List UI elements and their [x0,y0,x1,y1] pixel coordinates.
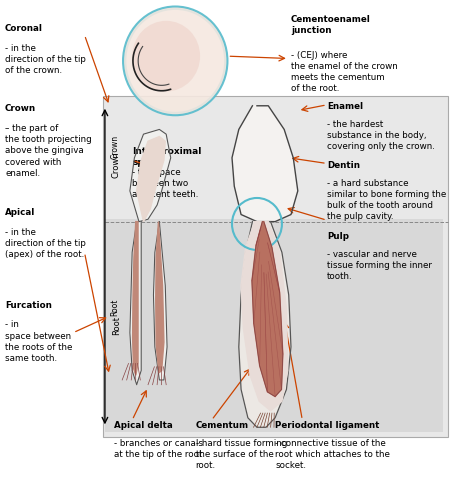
Polygon shape [232,107,298,222]
Text: Root: Root [112,315,121,334]
Polygon shape [239,222,291,427]
Polygon shape [241,222,288,411]
Text: - the space
between two
adjacent teeth.: - the space between two adjacent teeth. [132,168,199,199]
Text: Root: Root [110,299,119,316]
Text: Interproximal
space: Interproximal space [132,147,201,167]
Text: - in the
direction of the tip
(apex) of the root.: - in the direction of the tip (apex) of … [5,228,86,259]
Text: Crown: Crown [110,134,119,159]
Text: - (CEJ) where
the enamel of the crown
meets the cementum
of the root.: - (CEJ) where the enamel of the crown me… [291,50,398,93]
Text: - in the
direction of the tip
of the crown.: - in the direction of the tip of the cro… [5,44,86,75]
Text: Pulp: Pulp [328,231,349,240]
Text: Cementoenamel
junction: Cementoenamel junction [291,14,371,35]
Polygon shape [156,222,164,373]
Text: - in
space between
the roots of the
same tooth.: - in space between the roots of the same… [5,320,73,362]
Polygon shape [133,222,138,375]
FancyBboxPatch shape [105,220,443,432]
Text: Crown: Crown [112,151,121,178]
FancyBboxPatch shape [103,97,447,437]
Text: Apical: Apical [5,208,36,217]
Polygon shape [252,222,283,396]
Text: Apical delta: Apical delta [114,420,173,429]
Polygon shape [130,222,141,385]
Text: Enamel: Enamel [328,102,364,111]
Text: - a hard substance
similar to bone forming the
bulk of the tooth around
the pulp: - a hard substance similar to bone formi… [328,179,447,221]
Polygon shape [154,222,167,380]
Text: Furcation: Furcation [5,300,52,309]
Polygon shape [137,137,165,222]
Text: - branches or canals
at the tip of the root: - branches or canals at the tip of the r… [114,438,203,458]
Text: Coronal: Coronal [5,24,43,33]
Text: - the hardest
substance in the body,
covering only the crown.: - the hardest substance in the body, cov… [328,120,435,151]
Circle shape [132,22,200,92]
Text: - vascular and nerve
tissue forming the inner
tooth.: - vascular and nerve tissue forming the … [328,250,432,281]
Text: Dentin: Dentin [328,161,360,170]
Text: - hard tissue forming
the surface of the
root.: - hard tissue forming the surface of the… [196,438,287,469]
Text: - connective tissue of the
root which attaches to the
socket.: - connective tissue of the root which at… [275,438,390,469]
Polygon shape [130,130,171,222]
Circle shape [123,8,228,116]
Text: Periodontal ligament: Periodontal ligament [275,420,380,429]
Text: Crown: Crown [5,104,36,113]
Text: Cementum: Cementum [196,420,249,429]
Text: – the part of
the tooth projecting
above the gingiva
covered with
enamel.: – the part of the tooth projecting above… [5,124,92,177]
